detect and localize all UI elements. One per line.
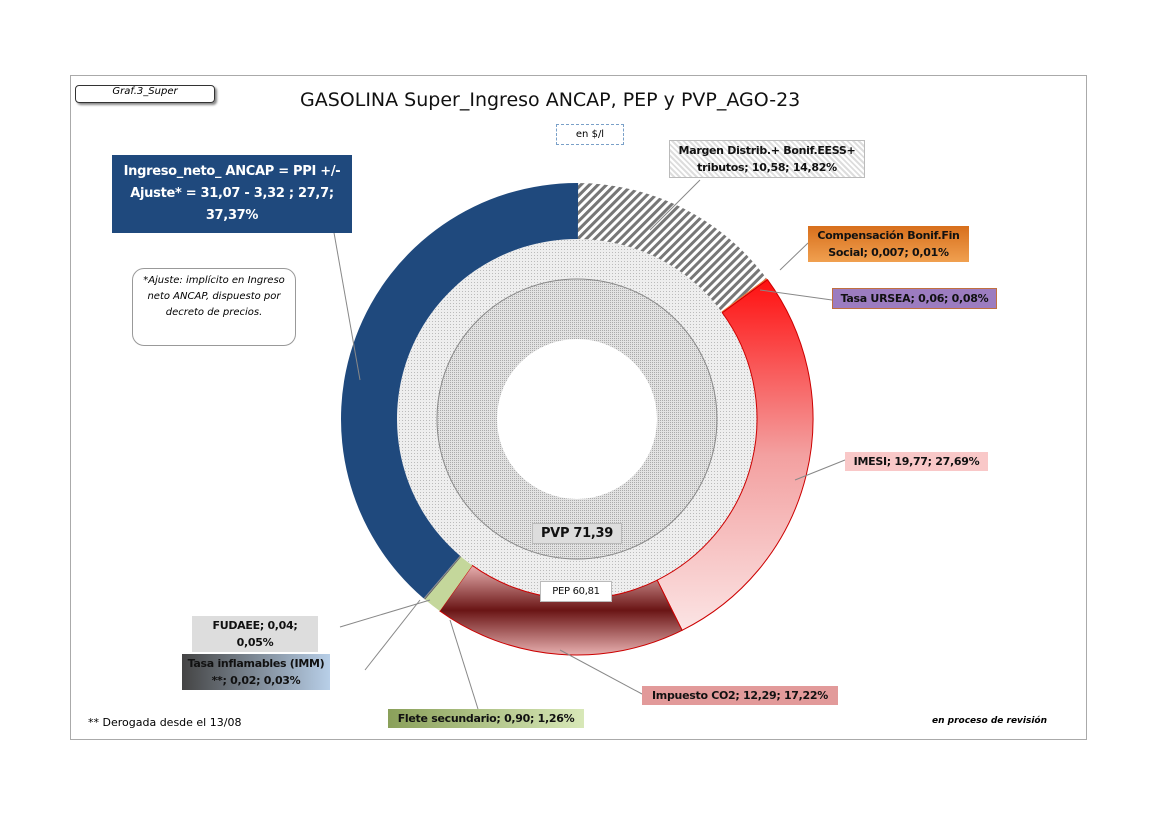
slice-fudaee	[423, 555, 461, 599]
unit-label: en $/l	[556, 124, 624, 145]
label-inflamables: Tasa inflamables (IMM) **; 0,02; 0,03%	[182, 654, 330, 690]
label-margen: Margen Distrib.+ Bonif.EESS+ tributos; 1…	[669, 140, 865, 178]
leader-line	[339, 599, 431, 628]
slice-margen-distrib-bonif-eess-tributos	[577, 183, 767, 312]
label-compensacion: Compensación Bonif.Fin Social; 0,007; 0,…	[808, 226, 969, 262]
leader-line	[364, 599, 421, 671]
label-flete: Flete secundario; 0,90; 1,26%	[388, 709, 584, 728]
leader-line	[779, 242, 809, 271]
leader-line	[759, 289, 833, 301]
label-pep: PEP 60,81	[540, 581, 612, 602]
label-fudaee: FUDAEE; 0,04; 0,05%	[192, 616, 318, 652]
chart-title: GASOLINA Super_Ingreso ANCAP, PEP y PVP_…	[300, 89, 801, 111]
slice-tasa-inflamables-imm-	[424, 556, 462, 600]
leader-line	[794, 459, 846, 481]
footnote: ** Derogada desde el 13/08	[88, 716, 242, 729]
revision-status: en proceso de revisión	[932, 716, 1048, 726]
label-pvp: PVP 71,39	[532, 523, 622, 544]
leader-line	[559, 649, 643, 695]
label-imesi: IMESI; 19,77; 27,69%	[845, 452, 988, 471]
chart-frame	[70, 75, 1087, 740]
note-ajuste: *Ajuste: implícito en Ingreso neto ANCAP…	[132, 268, 296, 346]
label-ingreso: Ingreso_neto_ ANCAP = PPI +/- Ajuste* = …	[112, 155, 352, 233]
slice-ingreso-neto-ancap	[341, 182, 579, 599]
label-ursea: Tasa URSEA; 0,06; 0,08%	[832, 288, 997, 309]
graph-tag: Graf.3_Super	[75, 85, 215, 103]
donut-hole	[497, 339, 657, 499]
slice-flete-secundario	[425, 556, 473, 612]
leader-line	[649, 179, 701, 231]
label-co2: Impuesto CO2; 12,29; 17,22%	[642, 686, 838, 705]
slice-compensaci-n-bonif-fin-social	[721, 278, 767, 313]
leader-line	[329, 209, 361, 381]
leader-line	[449, 619, 479, 710]
